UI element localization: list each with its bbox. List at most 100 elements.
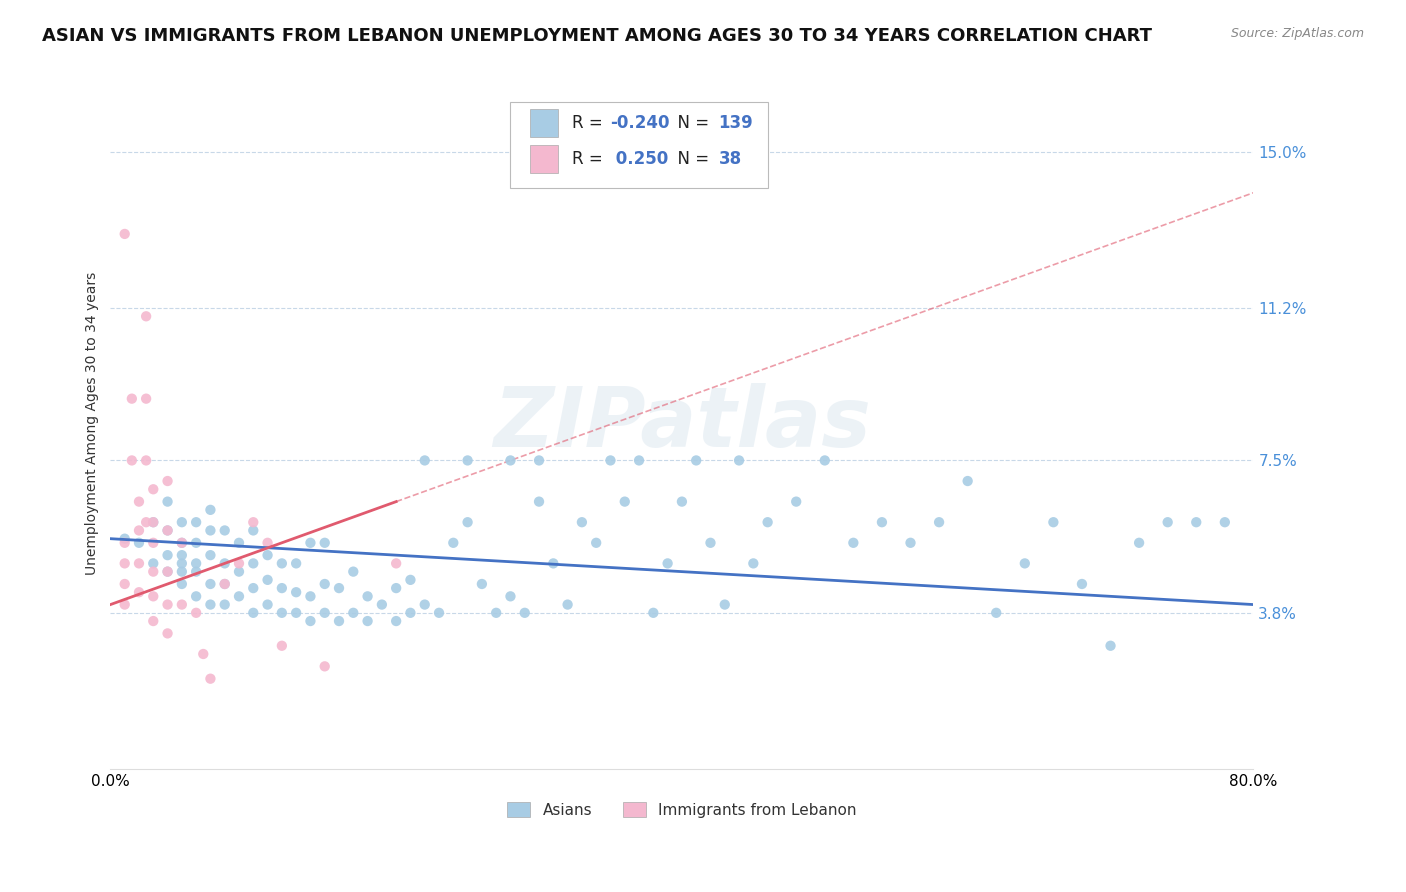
Text: R =: R = — [572, 114, 609, 132]
Point — [657, 557, 679, 571]
Point — [256, 536, 278, 550]
Point — [385, 614, 408, 628]
Point — [170, 557, 193, 571]
Point — [928, 515, 950, 529]
Point — [413, 598, 436, 612]
Point — [427, 606, 450, 620]
Point — [228, 536, 250, 550]
Point — [314, 659, 336, 673]
Point — [214, 524, 236, 538]
Point — [142, 536, 165, 550]
Point — [643, 606, 665, 620]
Point — [671, 494, 693, 508]
Point — [314, 577, 336, 591]
Point — [756, 515, 779, 529]
Point — [956, 474, 979, 488]
Point — [184, 557, 207, 571]
Point — [485, 606, 508, 620]
Point — [184, 565, 207, 579]
Text: Source: ZipAtlas.com: Source: ZipAtlas.com — [1230, 27, 1364, 40]
Point — [156, 548, 179, 562]
Point — [200, 577, 222, 591]
Point — [441, 536, 464, 550]
Point — [114, 536, 136, 550]
Point — [256, 573, 278, 587]
Point — [114, 577, 136, 591]
Point — [356, 614, 378, 628]
Point — [457, 453, 479, 467]
Point — [543, 557, 565, 571]
Point — [170, 598, 193, 612]
Text: ASIAN VS IMMIGRANTS FROM LEBANON UNEMPLOYMENT AMONG AGES 30 TO 34 YEARS CORRELAT: ASIAN VS IMMIGRANTS FROM LEBANON UNEMPLO… — [42, 27, 1152, 45]
Point — [270, 581, 292, 595]
Point — [214, 598, 236, 612]
Point — [314, 606, 336, 620]
Point — [299, 536, 322, 550]
Point — [156, 626, 179, 640]
Point — [513, 606, 536, 620]
Point — [170, 536, 193, 550]
Point — [128, 524, 150, 538]
Point — [114, 557, 136, 571]
Point — [142, 565, 165, 579]
Point — [342, 606, 364, 620]
Point — [1042, 515, 1064, 529]
Point — [142, 483, 165, 497]
Point — [385, 581, 408, 595]
Legend: Asians, Immigrants from Lebanon: Asians, Immigrants from Lebanon — [502, 796, 862, 824]
Point — [228, 557, 250, 571]
Point — [128, 536, 150, 550]
Point — [114, 227, 136, 241]
Point — [200, 548, 222, 562]
Point — [728, 453, 751, 467]
Point — [128, 557, 150, 571]
FancyBboxPatch shape — [510, 102, 768, 188]
Point — [328, 614, 350, 628]
Point — [142, 557, 165, 571]
Y-axis label: Unemployment Among Ages 30 to 34 years: Unemployment Among Ages 30 to 34 years — [86, 272, 100, 575]
Point — [399, 606, 422, 620]
Point — [270, 557, 292, 571]
Point — [156, 494, 179, 508]
Point — [121, 453, 143, 467]
Point — [713, 598, 735, 612]
Point — [135, 310, 157, 324]
Point — [128, 585, 150, 599]
Point — [699, 536, 721, 550]
Point — [114, 598, 136, 612]
Point — [285, 606, 308, 620]
Point — [599, 453, 621, 467]
Point — [785, 494, 807, 508]
Text: R =: R = — [572, 150, 609, 168]
Point — [156, 474, 179, 488]
Point — [413, 453, 436, 467]
Point — [1128, 536, 1150, 550]
Point — [242, 581, 264, 595]
Point — [685, 453, 707, 467]
Point — [156, 565, 179, 579]
Point — [399, 573, 422, 587]
Point — [557, 598, 579, 612]
Point — [200, 503, 222, 517]
Point — [900, 536, 922, 550]
Point — [156, 598, 179, 612]
Point — [170, 515, 193, 529]
Point — [200, 672, 222, 686]
Text: N =: N = — [666, 114, 714, 132]
Text: 0.250: 0.250 — [610, 150, 668, 168]
Point — [214, 557, 236, 571]
Point — [214, 577, 236, 591]
Point — [242, 557, 264, 571]
Text: N =: N = — [666, 150, 714, 168]
Point — [270, 606, 292, 620]
Point — [184, 606, 207, 620]
Point — [285, 585, 308, 599]
Point — [499, 590, 522, 604]
Point — [385, 557, 408, 571]
Point — [471, 577, 494, 591]
Point — [184, 536, 207, 550]
Point — [299, 590, 322, 604]
Point — [193, 647, 215, 661]
Point — [170, 565, 193, 579]
Point — [200, 524, 222, 538]
